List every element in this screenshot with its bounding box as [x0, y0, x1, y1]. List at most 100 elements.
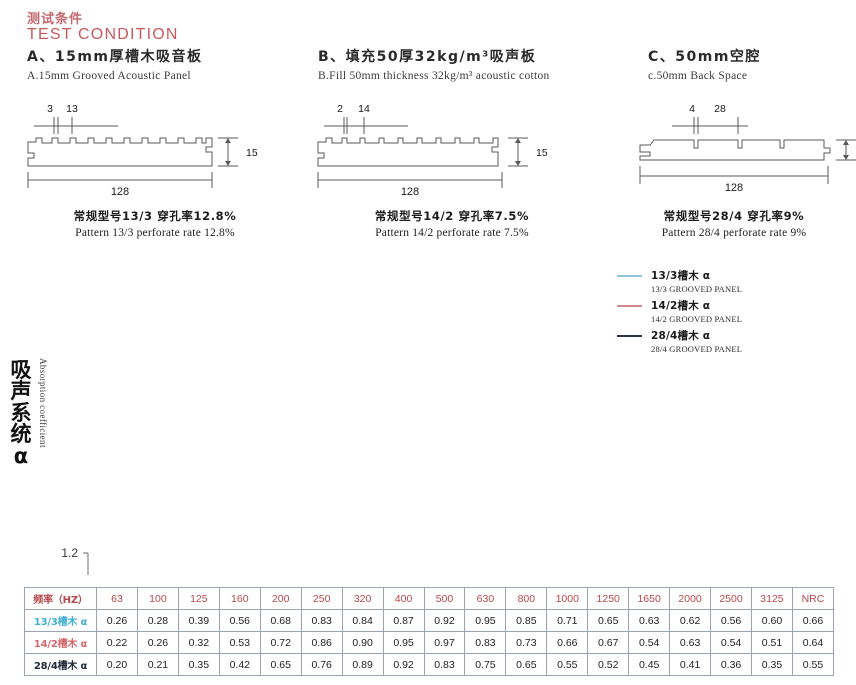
table-cell: 0.32	[177, 631, 220, 654]
caption-a-en: Pattern 13/3 perforate rate 12.8%	[75, 227, 235, 239]
section-a-title-en: A.15mm Grooved Acoustic Panel	[27, 70, 191, 82]
table-col-header: 200	[259, 587, 302, 610]
caption-b: 常规型号14/2 穿孔率7.5% Pattern 14/2 perforate …	[302, 208, 602, 239]
legend-label-en-14-2: 14/2 GROOVED PANEL	[651, 314, 743, 324]
table-col-header: 2500	[710, 587, 752, 610]
table-cell: 0.28	[136, 609, 179, 632]
legend-swatch-14-2	[617, 305, 642, 307]
panel-diagram-14-2: 2 14 15 128	[317, 103, 548, 198]
table-col-header: 1650	[628, 587, 671, 610]
table-cell: 0.36	[710, 653, 752, 676]
legend-label-cn-13-3: 13/3槽木 α	[651, 270, 711, 282]
legend-item-13-3: 13/3槽木 α 13/3 GROOVED PANEL	[617, 268, 742, 294]
legend-label-cn-28-4: 28/4槽木 α	[651, 330, 711, 342]
absorption-data-table-wrap: 频率（HZ） 63 100 125 160 200 250 320 400 500 630 800 1…	[24, 587, 835, 676]
table-cell: 0.68	[259, 609, 302, 632]
table-cell: 0.20	[96, 653, 138, 676]
table-cell: 0.26	[136, 631, 179, 654]
table-col-header: 800	[505, 587, 548, 610]
table-row-label: 28/4槽木 α	[24, 653, 97, 676]
legend-label-en-28-4: 28/4 GROOVED PANEL	[651, 344, 743, 354]
table-cell: 0.76	[300, 653, 343, 676]
table-cell: 0.73	[505, 631, 548, 654]
table-cell: 0.66	[546, 631, 589, 654]
table-cell: 0.97	[423, 631, 466, 654]
table-cell: 0.92	[423, 609, 466, 632]
table-col-header: 630	[464, 587, 507, 610]
table-row: 14/2槽木 α 0.22 0.26 0.32 0.53 0.72 0.86 0.90 0.95…	[24, 631, 835, 654]
table-cell: 0.60	[751, 609, 793, 632]
table-cell: 0.21	[136, 653, 179, 676]
table-cell: 0.72	[259, 631, 302, 654]
table-row-label: 13/3槽木 α	[24, 609, 97, 632]
table-col-header: 1000	[546, 587, 589, 610]
table-cell: 0.75	[464, 653, 507, 676]
table-body: 13/3槽木 α 0.26 0.28 0.39 0.56 0.68 0.83 0.84 0.87…	[24, 609, 835, 676]
page-title-cn: 测试条件	[27, 12, 84, 27]
legend-label-cn-14-2: 14/2槽木 α	[651, 300, 711, 312]
table-cell: 0.62	[669, 609, 712, 632]
legend-swatch-28-4	[617, 335, 642, 337]
table-cell: 0.95	[464, 609, 507, 632]
dim-label-small-b: 2	[337, 103, 343, 115]
dim-label-height-b: 15	[536, 147, 548, 159]
caption-c-en: Pattern 28/4 perforate rate 9%	[661, 227, 807, 239]
section-a-heading: A、15mm厚槽木吸音板 A.15mm Grooved Acoustic Pan…	[27, 46, 307, 82]
table-cell: 0.35	[751, 653, 793, 676]
table-cell: 0.84	[341, 609, 384, 632]
dim-label-small-a: 3	[47, 103, 53, 115]
caption-b-cn: 常规型号14/2 穿孔率7.5%	[374, 209, 530, 223]
table-cell: 0.65	[259, 653, 302, 676]
section-c-title-en: c.50mm Back Space	[648, 70, 748, 82]
table-col-header: 125	[177, 587, 220, 610]
dim-label-height-a: 15	[246, 147, 258, 159]
table-cell: 0.85	[505, 609, 548, 632]
dim-label-pitch-c: 28	[714, 103, 726, 115]
table-cell: 0.56	[710, 609, 752, 632]
legend-swatch-13-3	[617, 275, 642, 277]
table-cell: 0.26	[96, 609, 138, 632]
section-b-heading: B、填充50厚32kg/m³吸声板 B.Fill 50mm thickness …	[318, 46, 628, 82]
table-cell: 0.92	[382, 653, 425, 676]
absorption-data-table: 频率（HZ） 63 100 125 160 200 250 320 400 500 630 800 1…	[24, 587, 835, 676]
legend-label-en-13-3: 13/3 GROOVED PANEL	[651, 284, 743, 294]
table-cell: 0.71	[546, 609, 589, 632]
table-col-header: 63	[96, 587, 138, 610]
table-cell: 0.45	[628, 653, 671, 676]
section-b-title-en: B.Fill 50mm thickness 32kg/m³ acoustic c…	[318, 70, 550, 82]
section-c-title-cn: C、50mm空腔	[648, 49, 761, 65]
table-col-header: 500	[423, 587, 466, 610]
panel-diagram-28-4: 4 28 15 128	[639, 103, 856, 194]
chart-legend: 13/3槽木 α 13/3 GROOVED PANEL 14/2槽木 α 14/…	[617, 268, 742, 358]
table-cell: 0.87	[382, 609, 425, 632]
table-cell: 0.55	[546, 653, 589, 676]
table-col-header: 250	[300, 587, 343, 610]
caption-a: 常规型号13/3 穿孔率12.8% Pattern 13/3 perforate…	[10, 208, 300, 239]
table-col-header: 400	[382, 587, 425, 610]
dim-label-small-c: 4	[689, 103, 695, 115]
table-col-header: 320	[341, 587, 384, 610]
table-cell: 0.52	[587, 653, 630, 676]
table-cell: 0.65	[587, 609, 630, 632]
table-cell: 0.39	[177, 609, 220, 632]
table-col-header: NRC	[791, 587, 835, 610]
table-col-header: 1250	[587, 587, 630, 610]
table-cell: 0.53	[218, 631, 261, 654]
table-cell: 0.67	[587, 631, 630, 654]
table-cell: 0.83	[423, 653, 466, 676]
caption-b-en: Pattern 14/2 perforate rate 7.5%	[375, 227, 529, 239]
table-cell: 0.56	[218, 609, 261, 632]
table-row-label: 14/2槽木 α	[24, 631, 97, 654]
table-cell: 0.35	[177, 653, 220, 676]
dim-label-pitch-a: 13	[66, 103, 78, 115]
caption-c: 常规型号28/4 穿孔率9% Pattern 28/4 perforate ra…	[612, 208, 856, 239]
caption-a-cn: 常规型号13/3 穿孔率12.8%	[73, 209, 237, 223]
table-col-header: 3125	[751, 587, 793, 610]
section-b-title-cn: B、填充50厚32kg/m³吸声板	[318, 49, 537, 65]
table-cell: 0.54	[628, 631, 671, 654]
table-cell: 0.83	[464, 631, 507, 654]
table-cell: 0.83	[300, 609, 343, 632]
table-cell: 0.42	[218, 653, 261, 676]
page-title-en: TEST CONDITION	[27, 26, 179, 43]
table-cell: 0.63	[628, 609, 671, 632]
